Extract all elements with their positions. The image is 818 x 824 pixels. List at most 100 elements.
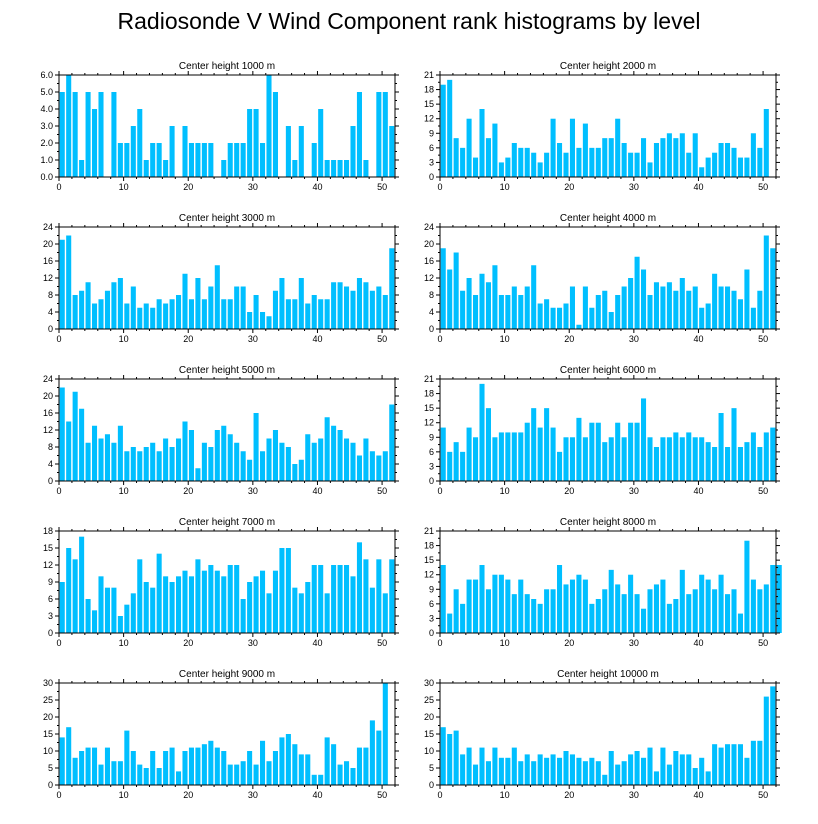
y-tick-label: 5 xyxy=(48,763,53,773)
histogram-bar xyxy=(318,299,324,329)
histogram-bar xyxy=(460,603,466,633)
histogram-bar xyxy=(447,79,453,177)
histogram-bar xyxy=(718,286,724,329)
histogram-bar xyxy=(460,451,466,481)
x-tick-label: 40 xyxy=(693,486,703,496)
x-tick-label: 50 xyxy=(377,638,387,648)
x-tick-label: 50 xyxy=(377,182,387,192)
histogram-bar xyxy=(550,307,556,329)
histogram-bar xyxy=(485,408,491,481)
histogram-bar xyxy=(292,744,298,785)
x-tick-label: 0 xyxy=(56,182,61,192)
histogram-bar xyxy=(130,286,136,329)
histogram-bar xyxy=(679,754,685,785)
y-tick-label: 3 xyxy=(429,461,434,471)
histogram-bar xyxy=(621,761,627,785)
histogram-bar xyxy=(79,408,85,481)
x-tick-label: 20 xyxy=(183,334,193,344)
x-tick-label: 10 xyxy=(500,182,510,192)
histogram-bar xyxy=(356,455,362,481)
histogram-bar xyxy=(331,744,337,785)
histogram-bar xyxy=(595,761,601,785)
y-tick-label: 3 xyxy=(429,613,434,623)
histogram-bar xyxy=(466,579,472,633)
panel-title: Center height 1000 m xyxy=(179,61,275,72)
histogram-bar xyxy=(188,299,194,329)
histogram-bar xyxy=(589,603,595,633)
histogram-bar xyxy=(447,451,453,481)
histogram-bar xyxy=(589,147,595,177)
histogram-bar xyxy=(634,422,640,481)
y-tick-label: 20 xyxy=(43,712,53,722)
histogram-bar xyxy=(124,730,130,785)
histogram-bar xyxy=(602,442,608,481)
histogram-bar xyxy=(169,126,175,177)
histogram-bar xyxy=(744,442,750,481)
x-tick-label: 0 xyxy=(437,638,442,648)
histogram-bar xyxy=(737,157,743,177)
histogram-bar xyxy=(279,442,285,481)
histogram-bar xyxy=(518,295,524,329)
histogram-bar xyxy=(240,761,246,785)
histogram-bar xyxy=(666,603,672,633)
histogram-bar xyxy=(234,565,240,633)
histogram-bar xyxy=(214,570,220,633)
histogram-bar xyxy=(130,126,136,177)
histogram-bar xyxy=(699,167,705,177)
histogram-bar xyxy=(705,303,711,329)
histogram-bar xyxy=(505,757,511,785)
histogram-bar xyxy=(221,576,227,633)
x-tick-label: 40 xyxy=(312,638,322,648)
histogram-bar xyxy=(518,432,524,481)
histogram-bar xyxy=(117,278,123,329)
y-tick-label: 0 xyxy=(429,172,434,182)
histogram-bar xyxy=(537,603,543,633)
y-tick-label: 0 xyxy=(429,780,434,790)
histogram-bar xyxy=(731,744,737,785)
panel-10: Center height 10000 m 0 10 20 30 40 50 0 5 10 15 20… xyxy=(424,669,780,800)
histogram-bar xyxy=(227,764,233,785)
histogram-bar xyxy=(699,437,705,481)
histogram-bar xyxy=(176,576,182,633)
histogram-bar xyxy=(563,303,569,329)
histogram-bar xyxy=(569,754,575,785)
histogram-bar xyxy=(692,437,698,481)
panel-4: Center height 4000 m 0 10 20 30 40 50 0 4 8 12 16 20… xyxy=(424,213,780,344)
histogram-bar xyxy=(305,582,311,633)
histogram-bar xyxy=(285,299,291,329)
x-tick-label: 20 xyxy=(564,334,574,344)
histogram-bar xyxy=(602,589,608,633)
histogram-bar xyxy=(117,143,123,177)
histogram-bar xyxy=(350,290,356,329)
histogram-bar xyxy=(104,747,110,785)
histogram-bar xyxy=(130,751,136,785)
histogram-bar xyxy=(137,764,143,785)
histogram-bar xyxy=(440,727,446,785)
histogram-bar xyxy=(686,754,692,785)
histogram-bar xyxy=(318,109,324,177)
histogram-bar xyxy=(737,447,743,481)
histogram-bar xyxy=(492,437,498,481)
histogram-bar xyxy=(557,451,563,481)
y-tick-label: 1.0 xyxy=(40,155,53,165)
histogram-bar xyxy=(641,269,647,329)
histogram-bar xyxy=(615,118,621,177)
histogram-bar xyxy=(98,299,104,329)
histogram-bar xyxy=(498,295,504,329)
x-tick-label: 10 xyxy=(119,334,129,344)
histogram-bar xyxy=(234,442,240,481)
histogram-bar xyxy=(492,747,498,785)
y-tick-label: 9 xyxy=(429,584,434,594)
histogram-bar xyxy=(124,143,130,177)
x-tick-label: 30 xyxy=(629,334,639,344)
histogram-bar xyxy=(479,565,485,633)
histogram-bar xyxy=(660,747,666,785)
x-tick-label: 30 xyxy=(629,182,639,192)
histogram-bar xyxy=(744,540,750,633)
histogram-bar xyxy=(137,559,143,633)
histogram-bar xyxy=(679,278,685,329)
histogram-bar xyxy=(98,764,104,785)
histogram-bar xyxy=(311,565,317,633)
y-tick-label: 15 xyxy=(424,99,434,109)
